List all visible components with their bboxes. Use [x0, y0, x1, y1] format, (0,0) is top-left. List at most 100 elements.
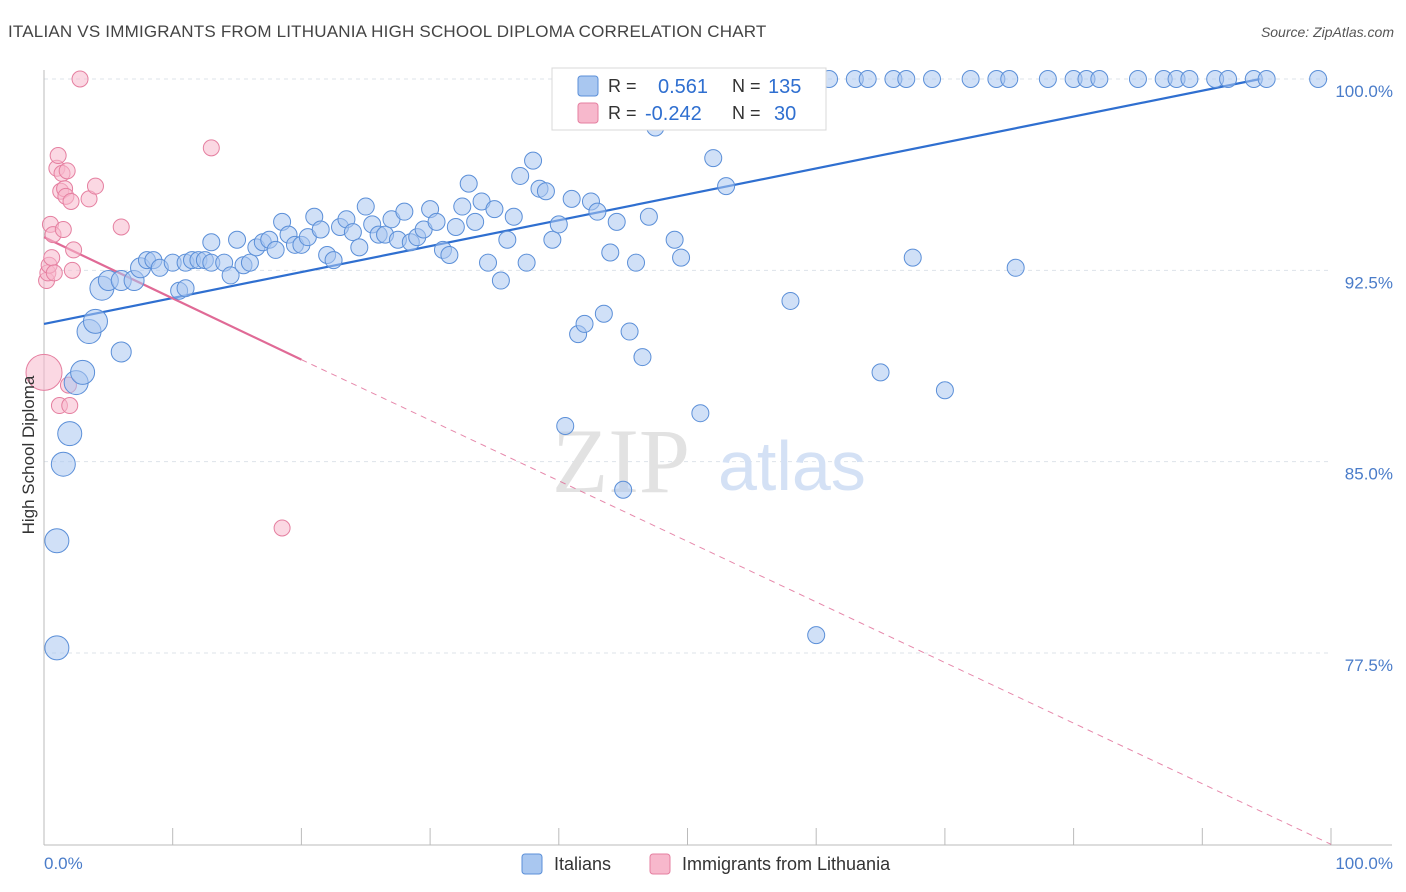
point-italians-77 — [543, 230, 562, 249]
point-italians-1 — [44, 528, 70, 554]
point-lithuania-9 — [49, 147, 67, 165]
point-italians-80 — [562, 189, 581, 208]
point-italians-43 — [324, 251, 343, 270]
point-lithuania-26 — [202, 139, 220, 157]
point-italians-61 — [440, 246, 459, 265]
x-tick-label-0: 0.0% — [44, 854, 83, 873]
y-tick-label-0: 77.5% — [1345, 656, 1393, 675]
point-italians-89 — [620, 322, 639, 341]
point-italians-41 — [311, 220, 330, 239]
point-italians-5 — [70, 359, 96, 385]
point-italians-88 — [614, 480, 633, 499]
point-italians-72 — [511, 166, 530, 185]
stats-lithuania-n-label: N = — [732, 103, 761, 123]
legend-italians-label: Italians — [554, 854, 611, 874]
stats-box: R = 0.561 N = 135 R = -0.242 N = 30 — [551, 67, 827, 131]
point-italians-76 — [536, 182, 555, 201]
point-italians-126 — [1128, 70, 1147, 88]
point-italians-94 — [665, 230, 684, 249]
point-italians-64 — [459, 174, 478, 193]
point-italians-68 — [485, 200, 504, 219]
point-lithuania-13 — [54, 221, 72, 239]
point-italians-65 — [466, 212, 485, 231]
stats-italians-n-label: N = — [732, 76, 761, 96]
point-italians-86 — [601, 243, 620, 262]
point-lithuania-25 — [112, 218, 130, 236]
point-italians-2 — [50, 451, 76, 477]
point-italians-71 — [504, 207, 523, 226]
point-italians-95 — [672, 248, 691, 267]
point-italians-54 — [395, 202, 414, 221]
point-italians-70 — [498, 230, 517, 249]
legend-lithuania-swatch — [649, 853, 671, 875]
point-lithuania-16 — [58, 162, 76, 180]
point-italians-67 — [479, 253, 498, 272]
stats-lithuania-n-value: 30 — [774, 103, 796, 125]
point-italians-73 — [517, 253, 536, 272]
point-italians-118 — [961, 70, 980, 88]
point-italians-91 — [633, 348, 652, 367]
point-lithuania-22 — [71, 70, 89, 88]
point-italians-125 — [1090, 70, 1109, 88]
point-italians-27 — [221, 266, 240, 285]
y-axis-label: High School Diploma — [19, 375, 38, 534]
point-italians-34 — [266, 240, 285, 259]
y-tick-label-3: 100.0% — [1335, 82, 1393, 101]
data-points — [25, 70, 1328, 661]
trendline-lithuania-extended — [301, 359, 1332, 845]
point-italians-134 — [1309, 70, 1328, 88]
point-italians-84 — [588, 202, 607, 221]
stats-lithuania-r-value: -0.242 — [645, 103, 702, 125]
point-italians-114 — [897, 70, 916, 88]
legend: Italians Immigrants from Lithuania — [521, 853, 891, 875]
point-italians-25 — [202, 233, 221, 252]
point-italians-78 — [549, 215, 568, 234]
point-italians-120 — [1000, 70, 1019, 88]
point-italians-99 — [717, 177, 736, 196]
point-lithuania-19 — [62, 192, 80, 210]
tick-labels: 77.5% 85.0% 92.5% 100.0% 0.0% 100.0% — [44, 82, 1393, 873]
grid-lines — [44, 78, 1331, 654]
point-lithuania-18 — [61, 397, 79, 415]
x-tick-label-1: 100.0% — [1335, 854, 1393, 873]
point-italians-47 — [350, 238, 369, 257]
y-tick-label-1: 85.0% — [1345, 465, 1393, 484]
point-italians-122 — [1038, 70, 1057, 88]
point-italians-59 — [427, 212, 446, 231]
point-italians-48 — [356, 197, 375, 216]
trend-lines — [43, 77, 1332, 845]
legend-lithuania-label: Immigrants from Lithuania — [682, 854, 891, 874]
point-italians-92 — [639, 207, 658, 226]
point-italians-97 — [691, 404, 710, 423]
point-italians-0 — [44, 635, 70, 661]
point-italians-10 — [110, 341, 132, 363]
point-italians-63 — [453, 197, 472, 216]
point-italians-112 — [871, 363, 890, 382]
point-italians-105 — [781, 291, 800, 310]
point-lithuania-27 — [273, 519, 291, 537]
point-italians-19 — [176, 279, 195, 298]
legend-italians-swatch — [521, 853, 543, 875]
point-italians-117 — [935, 381, 954, 400]
point-italians-7 — [82, 308, 108, 334]
point-italians-98 — [704, 149, 723, 168]
watermark-atlas: atlas — [718, 427, 866, 505]
watermark: ZIP atlas — [552, 410, 866, 512]
point-italians-28 — [228, 230, 247, 249]
point-italians-69 — [491, 271, 510, 290]
point-italians-131 — [1219, 70, 1238, 88]
stats-italians-n-value: 135 — [768, 76, 801, 98]
point-italians-87 — [607, 212, 626, 231]
point-italians-85 — [594, 304, 613, 323]
point-italians-133 — [1257, 70, 1276, 88]
point-italians-82 — [575, 314, 594, 333]
point-italians-129 — [1180, 70, 1199, 88]
point-italians-79 — [556, 416, 575, 435]
point-italians-108 — [807, 626, 826, 645]
stats-italians-swatch — [577, 75, 599, 97]
point-italians-90 — [627, 253, 646, 272]
chart-source: Source: ZipAtlas.com — [1260, 24, 1394, 40]
point-lithuania-7 — [45, 264, 63, 282]
trendline-italians — [43, 77, 1261, 325]
